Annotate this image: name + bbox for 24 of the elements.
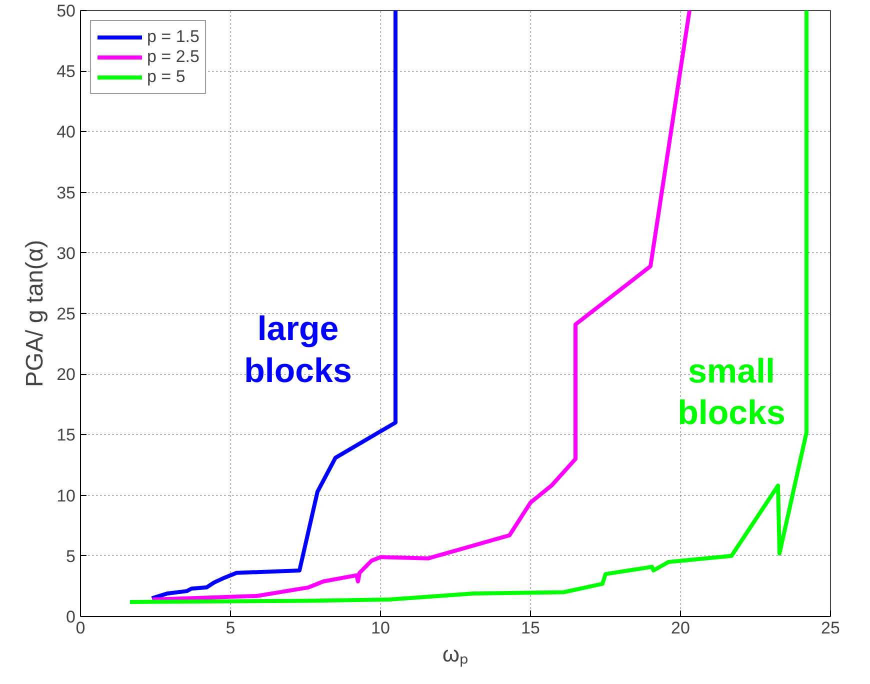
- y-tick-label: 50: [56, 2, 76, 20]
- line-series: [150, 10, 398, 600]
- y-tick-label: 25: [56, 304, 76, 324]
- y-tick-label: 45: [56, 62, 76, 82]
- y-tick-label: 40: [56, 122, 76, 142]
- y-tick-label: 5: [66, 546, 76, 566]
- x-tick-label: 5: [226, 618, 236, 638]
- line-series: [128, 10, 808, 604]
- x-tick-label: 20: [671, 618, 690, 638]
- legend-label: p = 1.5: [147, 27, 200, 47]
- y-tick-label: 10: [56, 486, 76, 506]
- annotation: small blocks: [678, 352, 786, 432]
- y-tick-label: 30: [56, 244, 76, 263]
- y-axis-title: PGA/ g tan(α): [22, 240, 49, 388]
- annotation: large blocks: [244, 310, 352, 390]
- legend-label: p = 5: [147, 67, 186, 87]
- x-tick-label: 15: [521, 618, 540, 638]
- y-tick-label: 35: [56, 183, 76, 202]
- x-tick-label: 25: [821, 618, 840, 638]
- y-tick-label: 15: [56, 426, 76, 445]
- x-axis-title: ωₚ: [442, 642, 469, 668]
- y-tick-label: 20: [56, 365, 76, 384]
- legend-label: p = 2.5: [147, 47, 200, 67]
- x-tick-label: 10: [371, 618, 390, 638]
